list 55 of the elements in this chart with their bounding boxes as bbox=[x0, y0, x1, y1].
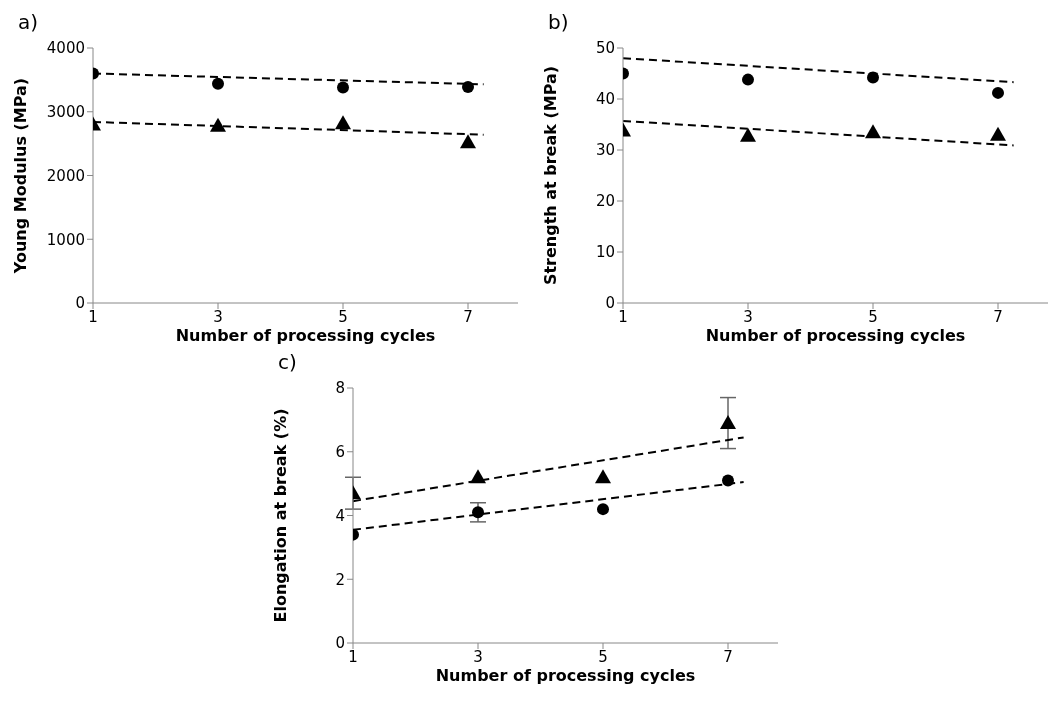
chart-title: b) bbox=[548, 10, 569, 34]
y-tick-label: 6 bbox=[335, 443, 345, 462]
chart-title: c) bbox=[278, 350, 297, 374]
x-tick-label: 7 bbox=[993, 307, 1003, 326]
y-tick-label: 4000 bbox=[46, 39, 85, 58]
point bbox=[740, 127, 756, 142]
x-tick-label: 3 bbox=[473, 647, 483, 666]
x-tick-label: 7 bbox=[723, 647, 733, 666]
y-tick-label: 40 bbox=[595, 90, 615, 109]
y-axis-title: Young Modulus (MPa) bbox=[10, 77, 30, 275]
y-tick-label: 30 bbox=[595, 141, 615, 160]
y-tick-label: 0 bbox=[605, 294, 615, 313]
point bbox=[720, 415, 736, 430]
y-tick-label: 50 bbox=[595, 39, 615, 58]
y-tick-label: 4 bbox=[335, 506, 345, 525]
point bbox=[462, 80, 474, 93]
point bbox=[597, 503, 609, 516]
point bbox=[865, 124, 881, 139]
x-tick-label: 1 bbox=[348, 647, 358, 666]
x-tick-label: 3 bbox=[213, 307, 223, 326]
y-tick-label: 10 bbox=[595, 243, 615, 262]
x-tick-label: 5 bbox=[598, 647, 608, 666]
x-tick-label: 3 bbox=[743, 307, 753, 326]
y-tick-label: 20 bbox=[595, 192, 615, 211]
y-tick-label: 0 bbox=[335, 634, 345, 653]
point bbox=[867, 71, 879, 84]
point bbox=[722, 474, 734, 487]
x-tick-label: 5 bbox=[868, 307, 878, 326]
x-tick-label: 1 bbox=[88, 307, 98, 326]
y-tick-label: 8 bbox=[335, 379, 345, 398]
point bbox=[460, 134, 476, 149]
point bbox=[470, 469, 486, 484]
point bbox=[990, 126, 1006, 141]
y-axis-title: Elongation at break (%) bbox=[270, 408, 290, 623]
x-axis-title: Number of processing cycles bbox=[175, 326, 436, 345]
point bbox=[212, 77, 224, 90]
y-tick-label: 2000 bbox=[46, 166, 85, 185]
point bbox=[337, 81, 349, 94]
point bbox=[472, 506, 484, 519]
point bbox=[595, 469, 611, 484]
x-tick-label: 5 bbox=[338, 307, 348, 326]
chart-title: a) bbox=[18, 10, 39, 34]
x-tick-label: 1 bbox=[618, 307, 628, 326]
point bbox=[742, 73, 754, 86]
y-tick-label: 3000 bbox=[46, 103, 85, 122]
x-tick-label: 7 bbox=[463, 307, 473, 326]
y-tick-label: 1000 bbox=[46, 230, 85, 249]
point bbox=[992, 86, 1004, 99]
y-axis-title: Strength at break (MPa) bbox=[540, 65, 560, 286]
x-axis-title: Number of processing cycles bbox=[705, 326, 966, 345]
y-tick-label: 2 bbox=[335, 570, 345, 589]
point bbox=[335, 115, 351, 130]
x-axis-title: Number of processing cycles bbox=[435, 666, 696, 685]
point bbox=[210, 117, 226, 132]
y-tick-label: 0 bbox=[75, 294, 85, 313]
